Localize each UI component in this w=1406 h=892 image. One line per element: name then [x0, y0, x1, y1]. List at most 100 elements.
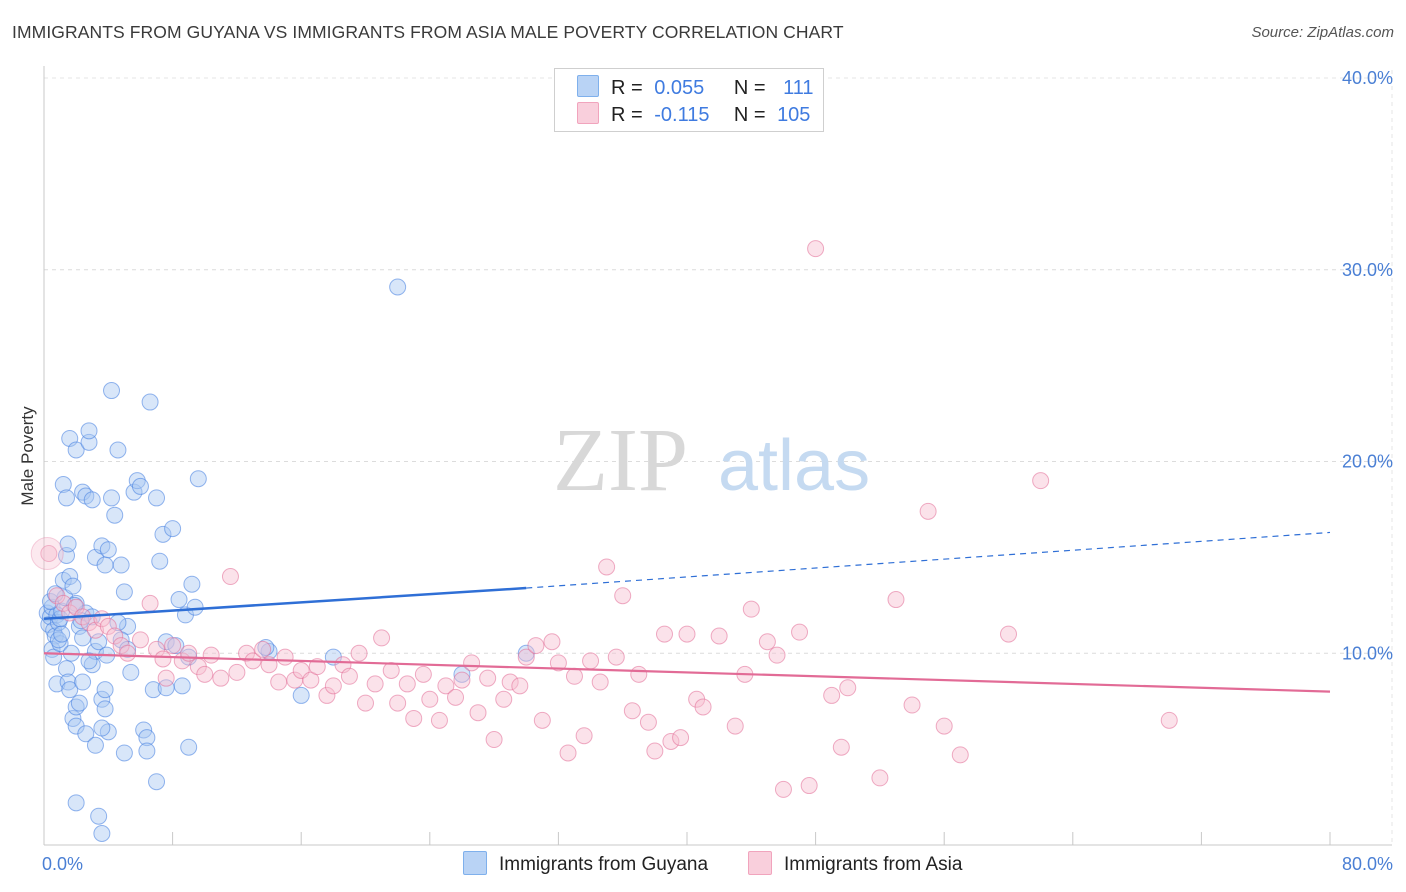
point-asia — [559, 744, 577, 762]
point-guyana — [58, 660, 76, 678]
legend-n-label: N = — [733, 104, 766, 126]
point-asia — [565, 667, 583, 685]
legend-r-value-guyana: 0.055 — [654, 77, 705, 99]
point-asia — [405, 709, 423, 727]
point-asia — [839, 679, 857, 697]
point-asia — [501, 673, 519, 691]
point-guyana — [96, 681, 114, 699]
watermark-zip: ZIP — [553, 411, 688, 510]
trendline-guyana-projection — [526, 531, 1331, 589]
point-asia — [318, 686, 336, 704]
point-guyana — [74, 673, 92, 691]
point-guyana — [106, 506, 124, 524]
point-asia — [623, 702, 641, 720]
point-asia — [832, 738, 850, 756]
point-guyana — [164, 520, 182, 538]
point-asia — [726, 717, 744, 735]
point-asia — [40, 545, 58, 563]
point-asia — [511, 677, 529, 695]
labels-layer: 10.0% 20.0% 30.0% 40.0% 0.0% 80.0% Male Povert… — [18, 68, 1393, 874]
point-asia — [254, 640, 272, 658]
point-asia — [710, 627, 728, 645]
point-asia — [662, 732, 680, 750]
point-asia — [373, 629, 391, 647]
point-asia — [479, 669, 497, 687]
point-guyana — [122, 663, 140, 681]
point-asia — [800, 777, 818, 795]
point-asia — [807, 240, 825, 258]
point-asia — [276, 648, 294, 666]
trendline-asia — [43, 652, 1331, 693]
point-asia — [463, 654, 481, 672]
point-asia — [398, 675, 416, 693]
point-asia — [270, 673, 288, 691]
point-asia — [196, 665, 214, 683]
point-asia-large — [30, 537, 64, 571]
point-asia — [768, 646, 786, 664]
point-asia — [54, 594, 72, 612]
point-guyana — [183, 575, 201, 593]
point-guyana — [112, 556, 130, 574]
point-asia — [180, 644, 198, 662]
bottom-legend-label-asia: Immigrants from Asia — [784, 854, 963, 875]
bottom-legend-label-guyana: Immigrants from Guyana — [499, 854, 709, 875]
legend-row-asia: R = -0.115 N = 105 — [577, 102, 810, 128]
chart-source: Source: ZipAtlas.com — [1251, 24, 1394, 41]
point-asia — [791, 623, 809, 641]
point-asia — [672, 729, 690, 747]
point-asia — [607, 648, 625, 666]
y-tick-label: 20.0% — [1342, 452, 1393, 472]
point-guyana — [99, 541, 117, 559]
point-asia — [414, 665, 432, 683]
y-axis-label: Male Poverty — [18, 406, 37, 506]
trendline-guyana — [43, 586, 527, 620]
point-guyana — [103, 489, 121, 507]
point-guyana — [96, 700, 114, 718]
point-guyana — [151, 552, 169, 570]
point-asia — [678, 625, 696, 643]
point-asia — [742, 600, 760, 618]
bottom-legend-asia: Immigrants from Asia — [748, 851, 962, 876]
point-guyana — [148, 489, 166, 507]
point-asia — [421, 690, 439, 708]
point-guyana — [93, 719, 111, 737]
point-asia — [228, 663, 246, 681]
chart-title: IMMIGRANTS FROM GUYANA VS IMMIGRANTS FRO… — [12, 22, 844, 42]
point-guyana — [389, 278, 407, 296]
point-asia — [582, 652, 600, 670]
point-guyana — [61, 681, 79, 699]
point-guyana — [80, 652, 98, 670]
point-asia — [244, 652, 262, 670]
point-asia — [453, 671, 471, 689]
point-guyana — [96, 556, 114, 574]
y-tick-label: 30.0% — [1342, 260, 1393, 280]
x-tick-label-max: 80.0% — [1342, 854, 1393, 874]
point-asia — [131, 631, 149, 649]
point-asia — [694, 698, 712, 716]
x-tick-label-min: 0.0% — [42, 854, 83, 874]
point-asia — [340, 667, 358, 685]
legend-swatch-asia — [577, 102, 599, 124]
point-asia — [575, 727, 593, 745]
point-guyana — [61, 568, 79, 586]
point-asia — [106, 627, 124, 645]
point-asia — [887, 591, 905, 609]
point-guyana — [74, 629, 92, 647]
point-asia — [366, 675, 384, 693]
watermark: ZIP atlas — [553, 411, 870, 510]
point-asia — [221, 568, 239, 586]
point-asia — [67, 598, 85, 616]
point-guyana — [115, 744, 133, 762]
legend-row-guyana: R = 0.055 N = 111 — [577, 75, 813, 101]
point-asia — [903, 696, 921, 714]
point-guyana — [109, 441, 127, 459]
point-asia — [485, 731, 503, 749]
point-guyana — [67, 441, 85, 459]
point-asia — [157, 669, 175, 687]
legend-n-value-asia: 105 — [777, 104, 811, 126]
point-guyana — [154, 525, 172, 543]
point-asia — [1032, 472, 1050, 490]
point-guyana — [189, 470, 207, 488]
point-guyana — [70, 694, 88, 712]
point-asia — [1160, 711, 1178, 729]
